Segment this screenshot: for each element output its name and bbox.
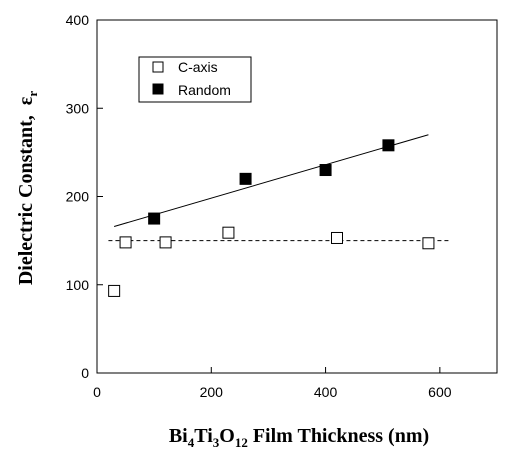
data-point-c-axis <box>159 236 172 249</box>
y-axis-ticks: 0 100 200 300 400 <box>66 12 103 381</box>
y-tick-label: 0 <box>81 365 89 381</box>
data-point-c-axis <box>119 236 132 249</box>
trendlines <box>108 134 452 242</box>
data-point-c-axis <box>222 226 235 239</box>
data-point-random <box>382 139 395 152</box>
y-axis-title: Dielectric Constant, εr <box>15 91 40 286</box>
x-tick-label: 200 <box>200 384 224 400</box>
data-point-c-axis <box>422 237 435 250</box>
legend-label-random: Random <box>178 82 231 98</box>
legend-label-c-axis: C-axis <box>178 59 218 75</box>
data-points <box>108 139 435 297</box>
x-tick-label: 400 <box>314 384 338 400</box>
x-axis-ticks: 0 200 400 600 <box>93 367 452 400</box>
x-tick-label: 0 <box>93 384 101 400</box>
data-point-random <box>148 212 161 225</box>
y-tick-label: 400 <box>66 12 90 28</box>
x-axis-title: Bi4Ti3O12 Film Thickness (nm) <box>169 425 429 450</box>
x-tick-label: 600 <box>428 384 452 400</box>
legend-marker-c-axis <box>152 61 164 73</box>
data-point-c-axis <box>331 231 343 244</box>
y-tick-label: 300 <box>66 100 90 116</box>
y-tick-label: 100 <box>66 277 90 293</box>
legend-marker-random <box>152 83 164 95</box>
data-point-random <box>239 172 252 185</box>
y-tick-label: 200 <box>66 189 90 205</box>
data-point-random <box>319 164 332 177</box>
trendline-random <box>114 134 429 227</box>
data-point-c-axis <box>108 284 121 297</box>
legend: C-axis Random <box>138 56 252 103</box>
